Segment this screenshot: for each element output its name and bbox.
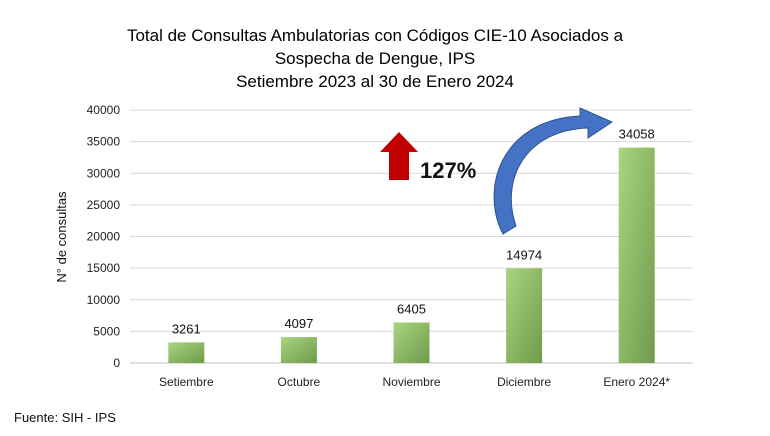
y-tick-label: 25000	[87, 198, 121, 212]
curved-arrow-icon	[493, 107, 614, 235]
data-label: 6405	[397, 301, 426, 316]
data-label: 3261	[172, 321, 201, 336]
x-tick-label: Octubre	[278, 375, 321, 389]
bar	[506, 268, 543, 363]
y-tick-label: 0	[113, 356, 120, 370]
chart-title-line-3: Setiembre 2023 al 30 de Enero 2024	[236, 72, 514, 91]
x-tick-label: Diciembre	[497, 375, 551, 389]
data-label: 14974	[506, 247, 542, 262]
y-tick-label: 30000	[87, 166, 121, 180]
source-note: Fuente: SIH - IPS	[14, 410, 116, 425]
y-tick-label: 10000	[87, 293, 121, 307]
bar	[168, 342, 205, 363]
annotation: 127%	[380, 107, 614, 235]
y-tick-label: 20000	[87, 230, 121, 244]
y-tick-label: 15000	[87, 261, 121, 275]
bar	[280, 337, 317, 363]
chart-title-line-1: Total de Consultas Ambulatorias con Códi…	[127, 26, 624, 45]
chart-title-line-2: Sospecha de Dengue, IPS	[275, 49, 475, 68]
x-tick-label: Enero 2024*	[603, 375, 670, 389]
y-tick-label: 35000	[87, 135, 121, 149]
x-tick-label: Noviembre	[382, 375, 440, 389]
y-tick-label: 40000	[87, 103, 121, 117]
data-label: 34058	[619, 127, 655, 142]
x-tick-label: Setiembre	[159, 375, 214, 389]
y-tick-label: 5000	[93, 324, 120, 338]
up-arrow-icon	[380, 132, 418, 180]
bar	[393, 322, 430, 363]
bar	[618, 147, 655, 363]
y-axis-label: N° de consultas	[54, 191, 69, 283]
growth-percentage: 127%	[420, 158, 476, 183]
data-label: 4097	[284, 316, 313, 331]
